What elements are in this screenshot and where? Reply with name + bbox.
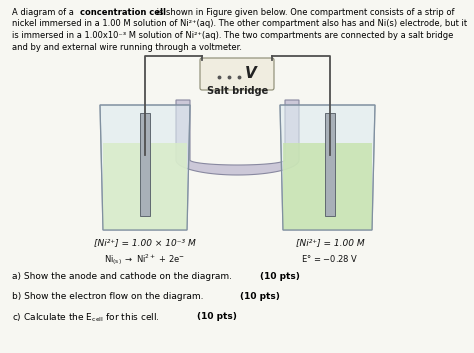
Polygon shape [100,105,190,230]
Text: b) Show the electron flow on the diagram.: b) Show the electron flow on the diagram… [12,292,206,301]
Text: (10 pts): (10 pts) [260,272,300,281]
Text: c) Calculate the E$_\mathregular{cell}$ for this cell.: c) Calculate the E$_\mathregular{cell}$ … [12,312,160,324]
Text: is shown in Figure given below. One compartment consists of a strip of: is shown in Figure given below. One comp… [154,8,455,17]
Polygon shape [280,105,375,230]
Text: [Ni²⁺] = 1.00 × 10⁻³ M: [Ni²⁺] = 1.00 × 10⁻³ M [94,238,196,247]
Polygon shape [103,143,187,230]
Text: Salt bridge: Salt bridge [207,86,268,96]
Text: nickel immersed in a 1.00 M solution of Ni²⁺(aq). The other compartment also has: nickel immersed in a 1.00 M solution of … [12,19,467,29]
Text: is immersed in a 1.00x10⁻³ M solution of Ni²⁺(aq). The two compartments are conn: is immersed in a 1.00x10⁻³ M solution of… [12,31,453,40]
Text: concentration cell: concentration cell [80,8,166,17]
Text: (10 pts): (10 pts) [197,312,237,321]
Text: [Ni²⁺] = 1.00 M: [Ni²⁺] = 1.00 M [296,238,365,247]
Text: V: V [245,66,257,81]
FancyBboxPatch shape [200,58,274,90]
Text: and by and external wire running through a voltmeter.: and by and external wire running through… [12,42,242,52]
Bar [140,113,150,215]
Polygon shape [283,143,372,230]
Text: a) Show the anode and cathode on the diagram.: a) Show the anode and cathode on the dia… [12,272,235,281]
Text: (10 pts): (10 pts) [240,292,280,301]
Text: Ni$_\mathregular{(s)}$ $\rightarrow$ Ni$^{2+}$ + 2e$^{-}$: Ni$_\mathregular{(s)}$ $\rightarrow$ Ni$… [104,253,186,268]
Text: E$\degree$ = $-$0.28 V: E$\degree$ = $-$0.28 V [301,253,359,264]
Bar [325,113,335,215]
Polygon shape [176,100,299,175]
Text: A diagram of a: A diagram of a [12,8,76,17]
